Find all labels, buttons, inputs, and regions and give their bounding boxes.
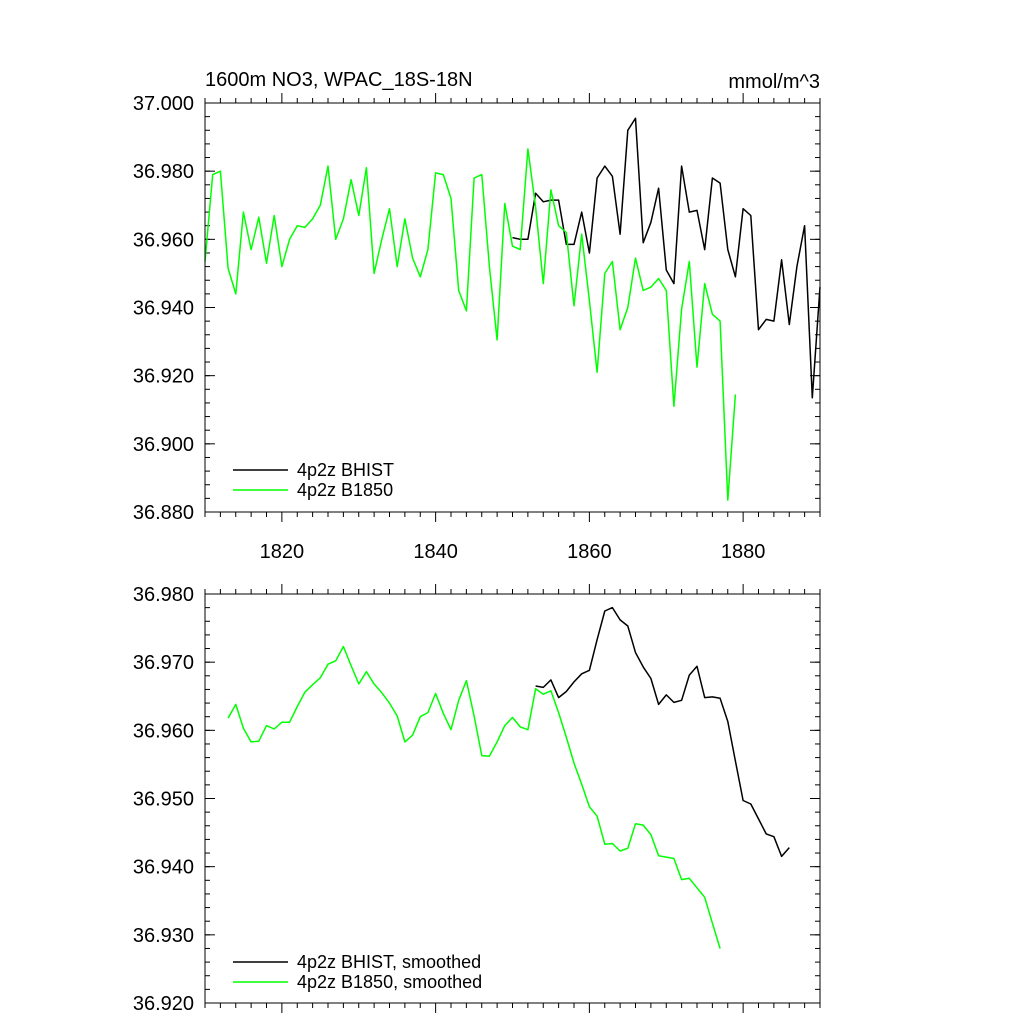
y-tick-label: 36.920 [133, 366, 194, 388]
chart-title: 1600m NO3, WPAC_18S-18N [205, 69, 473, 91]
y-tick-label: 36.940 [133, 857, 194, 879]
y-tick-label: 37.000 [133, 93, 194, 115]
y-tick-label: 36.940 [133, 298, 194, 320]
series-line-4p2z-bhist [512, 117, 821, 399]
legend: 4p2z BHIST 4p2z B1850 [233, 460, 394, 500]
y-tick-label: 36.900 [133, 434, 194, 456]
legend-label-bhist: 4p2z BHIST [297, 460, 394, 480]
plot-frame [204, 102, 821, 513]
x-tick-label: 1860 [567, 541, 612, 563]
legend-label-b1850: 4p2z B1850 [297, 480, 393, 500]
series-line-4p2z-b1850 [204, 148, 737, 501]
plot-frame [204, 593, 821, 1004]
x-tick-label: 1820 [260, 541, 305, 563]
legend: 4p2z BHIST, smoothed 4p2z B1850, smoothe… [233, 952, 482, 992]
bottom-panel: 36.920 36.930 36.940 36.950 36.960 36.970 36.9… [133, 584, 821, 1015]
y-tick-label: 36.970 [133, 652, 194, 674]
y-tick-label: 36.920 [133, 993, 194, 1015]
y-tick-label: 36.980 [133, 161, 194, 183]
y-tick-label: 36.960 [133, 229, 194, 251]
top-panel: 1600m NO3, WPAC_18S-18N mmol/m^3 36.880 3… [133, 69, 821, 563]
y-tick-label: 36.930 [133, 925, 194, 947]
x-tick-label: 1840 [413, 541, 458, 563]
series-line-4p2z-b1850-smoothed [227, 645, 721, 949]
y-tick-label: 36.980 [133, 584, 194, 606]
y-tick-label: 36.950 [133, 789, 194, 811]
y-tick-label: 36.960 [133, 720, 194, 742]
units-label: mmol/m^3 [728, 71, 820, 93]
series-line-4p2z-bhist-smoothed [535, 606, 790, 858]
legend-label-bhist-smoothed: 4p2z BHIST, smoothed [297, 952, 481, 972]
y-tick-label: 36.880 [133, 502, 194, 524]
legend-label-b1850-smoothed: 4p2z B1850, smoothed [297, 972, 482, 992]
x-tick-label: 1880 [721, 541, 766, 563]
